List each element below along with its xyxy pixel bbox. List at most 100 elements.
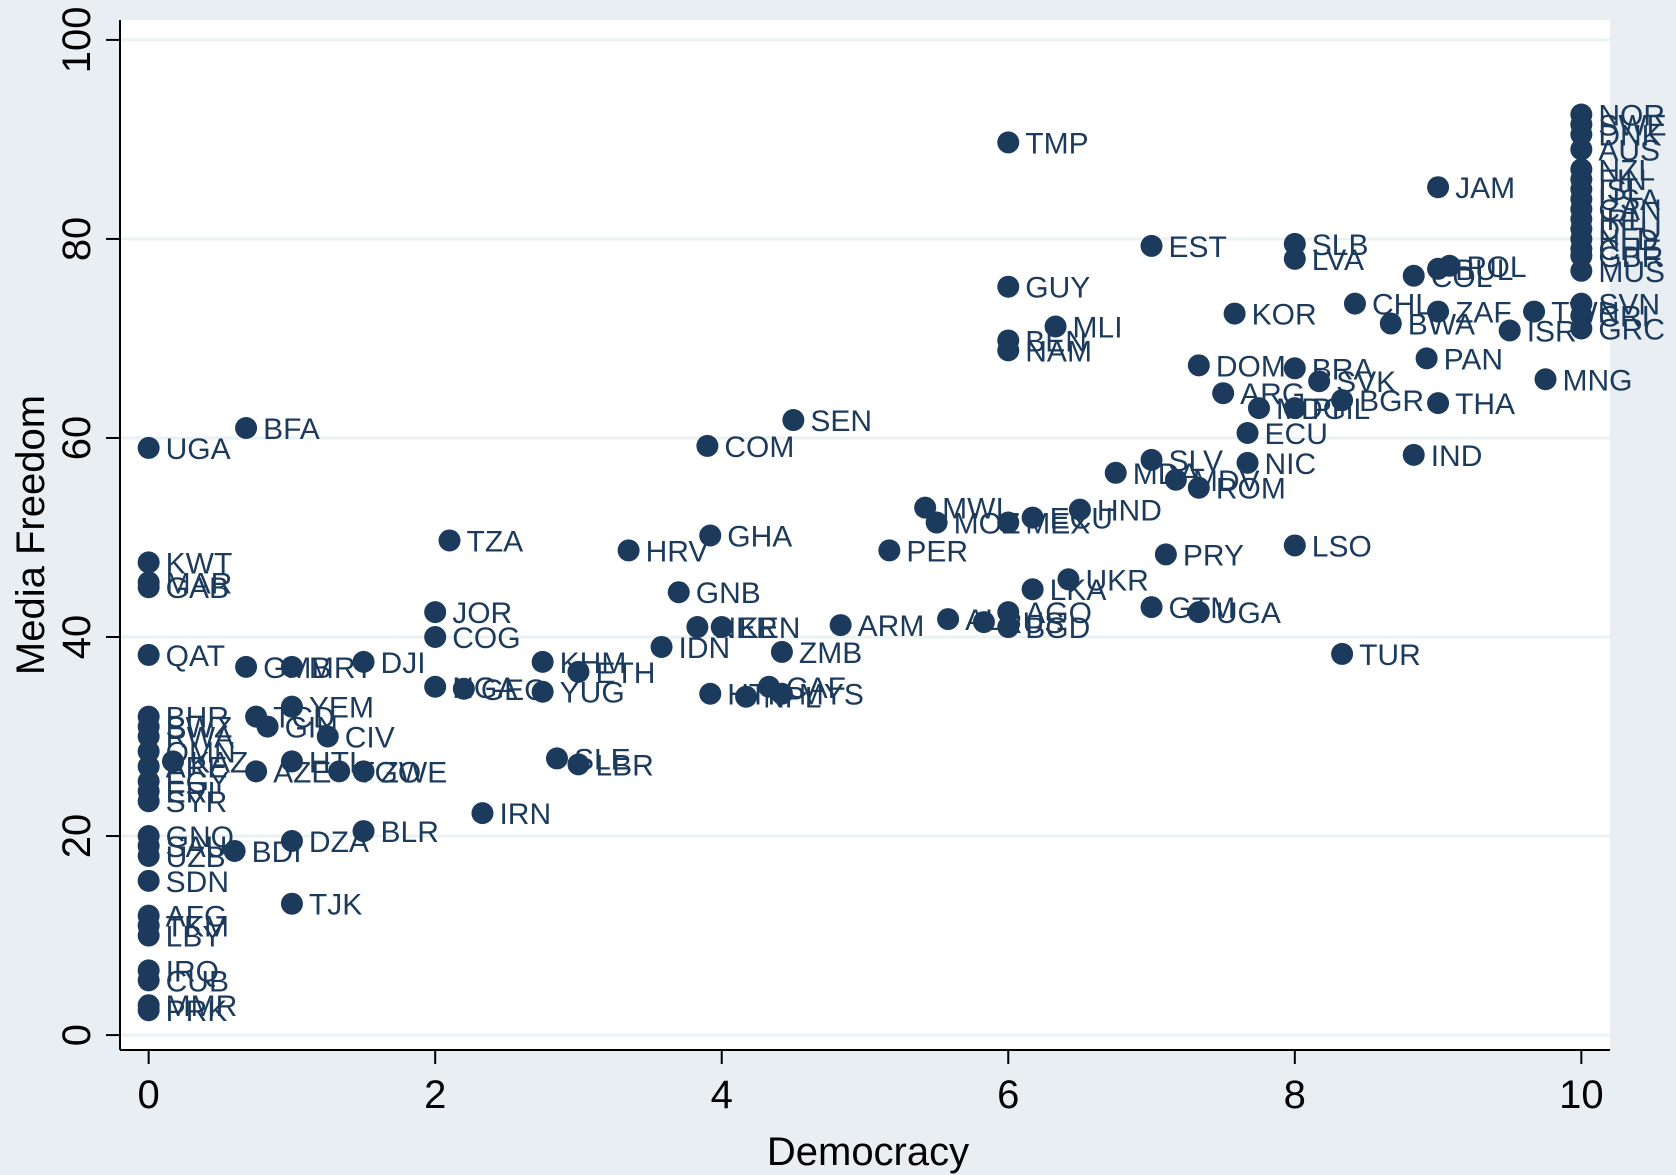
data-point [1570, 138, 1593, 161]
point-label: PAN [1444, 343, 1503, 376]
point-label: THA [1455, 388, 1515, 421]
data-point [925, 511, 948, 534]
point-label: GHA [727, 520, 792, 553]
data-point [617, 539, 640, 562]
y-tick-label: 80 [55, 217, 99, 262]
data-point [137, 924, 160, 947]
point-label: ECU [1265, 418, 1328, 451]
data-point [438, 529, 461, 552]
data-point [471, 802, 494, 825]
point-label: COM [724, 431, 794, 464]
point-label: JOR [452, 597, 512, 630]
data-point [997, 131, 1020, 154]
x-axis-title: Democracy [767, 1130, 969, 1174]
ticks: 0 20 40 60 80 100 0 2 4 6 8 10 [55, 7, 1604, 1117]
data-point [1402, 443, 1425, 466]
point-label: BHR [166, 702, 229, 735]
data-point [914, 496, 937, 519]
data-point [1570, 317, 1593, 340]
x-tick-label: 10 [1559, 1073, 1604, 1117]
data-point [782, 409, 805, 432]
data-point [667, 581, 690, 604]
data-point [328, 760, 351, 783]
point-label: BFA [263, 413, 320, 446]
point-label: ISL [1598, 174, 1643, 207]
point-label: FIN [1598, 164, 1646, 197]
point-label: SLB [1312, 229, 1369, 262]
data-point [1498, 319, 1521, 342]
point-label: TUR [1359, 639, 1421, 672]
point-label: YUG [560, 677, 625, 710]
data-point [1164, 468, 1187, 491]
point-label: JAM [1455, 172, 1515, 205]
point-label: PRK [166, 995, 228, 1028]
point-label: MAR [166, 567, 233, 600]
data-point [699, 524, 722, 547]
data-point [137, 576, 160, 599]
data-point [1415, 347, 1438, 370]
point-label: USA [1598, 184, 1660, 217]
point-label: LBY [166, 921, 223, 954]
point-label: UZB [166, 841, 226, 874]
data-point [1283, 247, 1306, 270]
data-point [1427, 300, 1450, 323]
point-label: AGO [1025, 597, 1092, 630]
data-point [1068, 498, 1091, 521]
point-label: CAF [786, 672, 846, 705]
data-point [137, 551, 160, 574]
point-label: UGA [1216, 597, 1281, 630]
data-point [1223, 302, 1246, 325]
point-label: MNG [1563, 364, 1633, 397]
data-point [235, 655, 258, 678]
x-tick-label: 4 [711, 1073, 733, 1117]
data-point [1534, 368, 1557, 391]
data-point [1331, 642, 1354, 665]
point-label: TKM [166, 911, 229, 944]
data-point [316, 725, 339, 748]
point-label: MYS [799, 679, 864, 712]
data-point [280, 695, 303, 718]
axes [119, 20, 1610, 1051]
point-label: AFG [166, 901, 228, 934]
point-label: ERI [166, 776, 216, 809]
data-point [770, 682, 793, 705]
data-point [1570, 259, 1593, 282]
data-point [424, 675, 447, 698]
data-point [280, 655, 303, 678]
data-point [137, 643, 160, 666]
point-label: ZMB [799, 637, 862, 670]
data-point [1283, 397, 1306, 420]
point-label: HND [1097, 495, 1162, 528]
data-point [137, 844, 160, 867]
data-point [235, 417, 258, 440]
point-label: GUY [1025, 272, 1090, 305]
point-label: POL [1467, 251, 1527, 284]
data-point [162, 750, 185, 773]
point-label: IND [1431, 440, 1483, 473]
data-point [1247, 397, 1270, 420]
point-label: AUS [1598, 134, 1660, 167]
point-label: CHE [1598, 234, 1661, 267]
point-label: GNB [696, 577, 761, 610]
point-label: CUB [166, 965, 229, 998]
data-point [1187, 601, 1210, 624]
point-label: YEM [309, 692, 374, 725]
point-label: MLI [1073, 312, 1123, 345]
data-point [997, 339, 1020, 362]
data-point [1379, 312, 1402, 335]
point-label: IRN [499, 798, 551, 831]
data-point [770, 640, 793, 663]
data-point [352, 650, 375, 673]
point-label: NLD [1598, 224, 1658, 257]
data-point [1236, 421, 1259, 444]
data-point [997, 616, 1020, 639]
y-tick-label: 60 [55, 416, 99, 461]
point-label: PER [906, 535, 968, 568]
point-label: BUL [1455, 254, 1513, 287]
data-point [280, 750, 303, 773]
data-point [1402, 264, 1425, 287]
point-label: KAZ [190, 746, 248, 779]
data-point [650, 635, 673, 658]
point-label: IRQ [166, 955, 219, 988]
point-label: SWZ [166, 712, 233, 745]
